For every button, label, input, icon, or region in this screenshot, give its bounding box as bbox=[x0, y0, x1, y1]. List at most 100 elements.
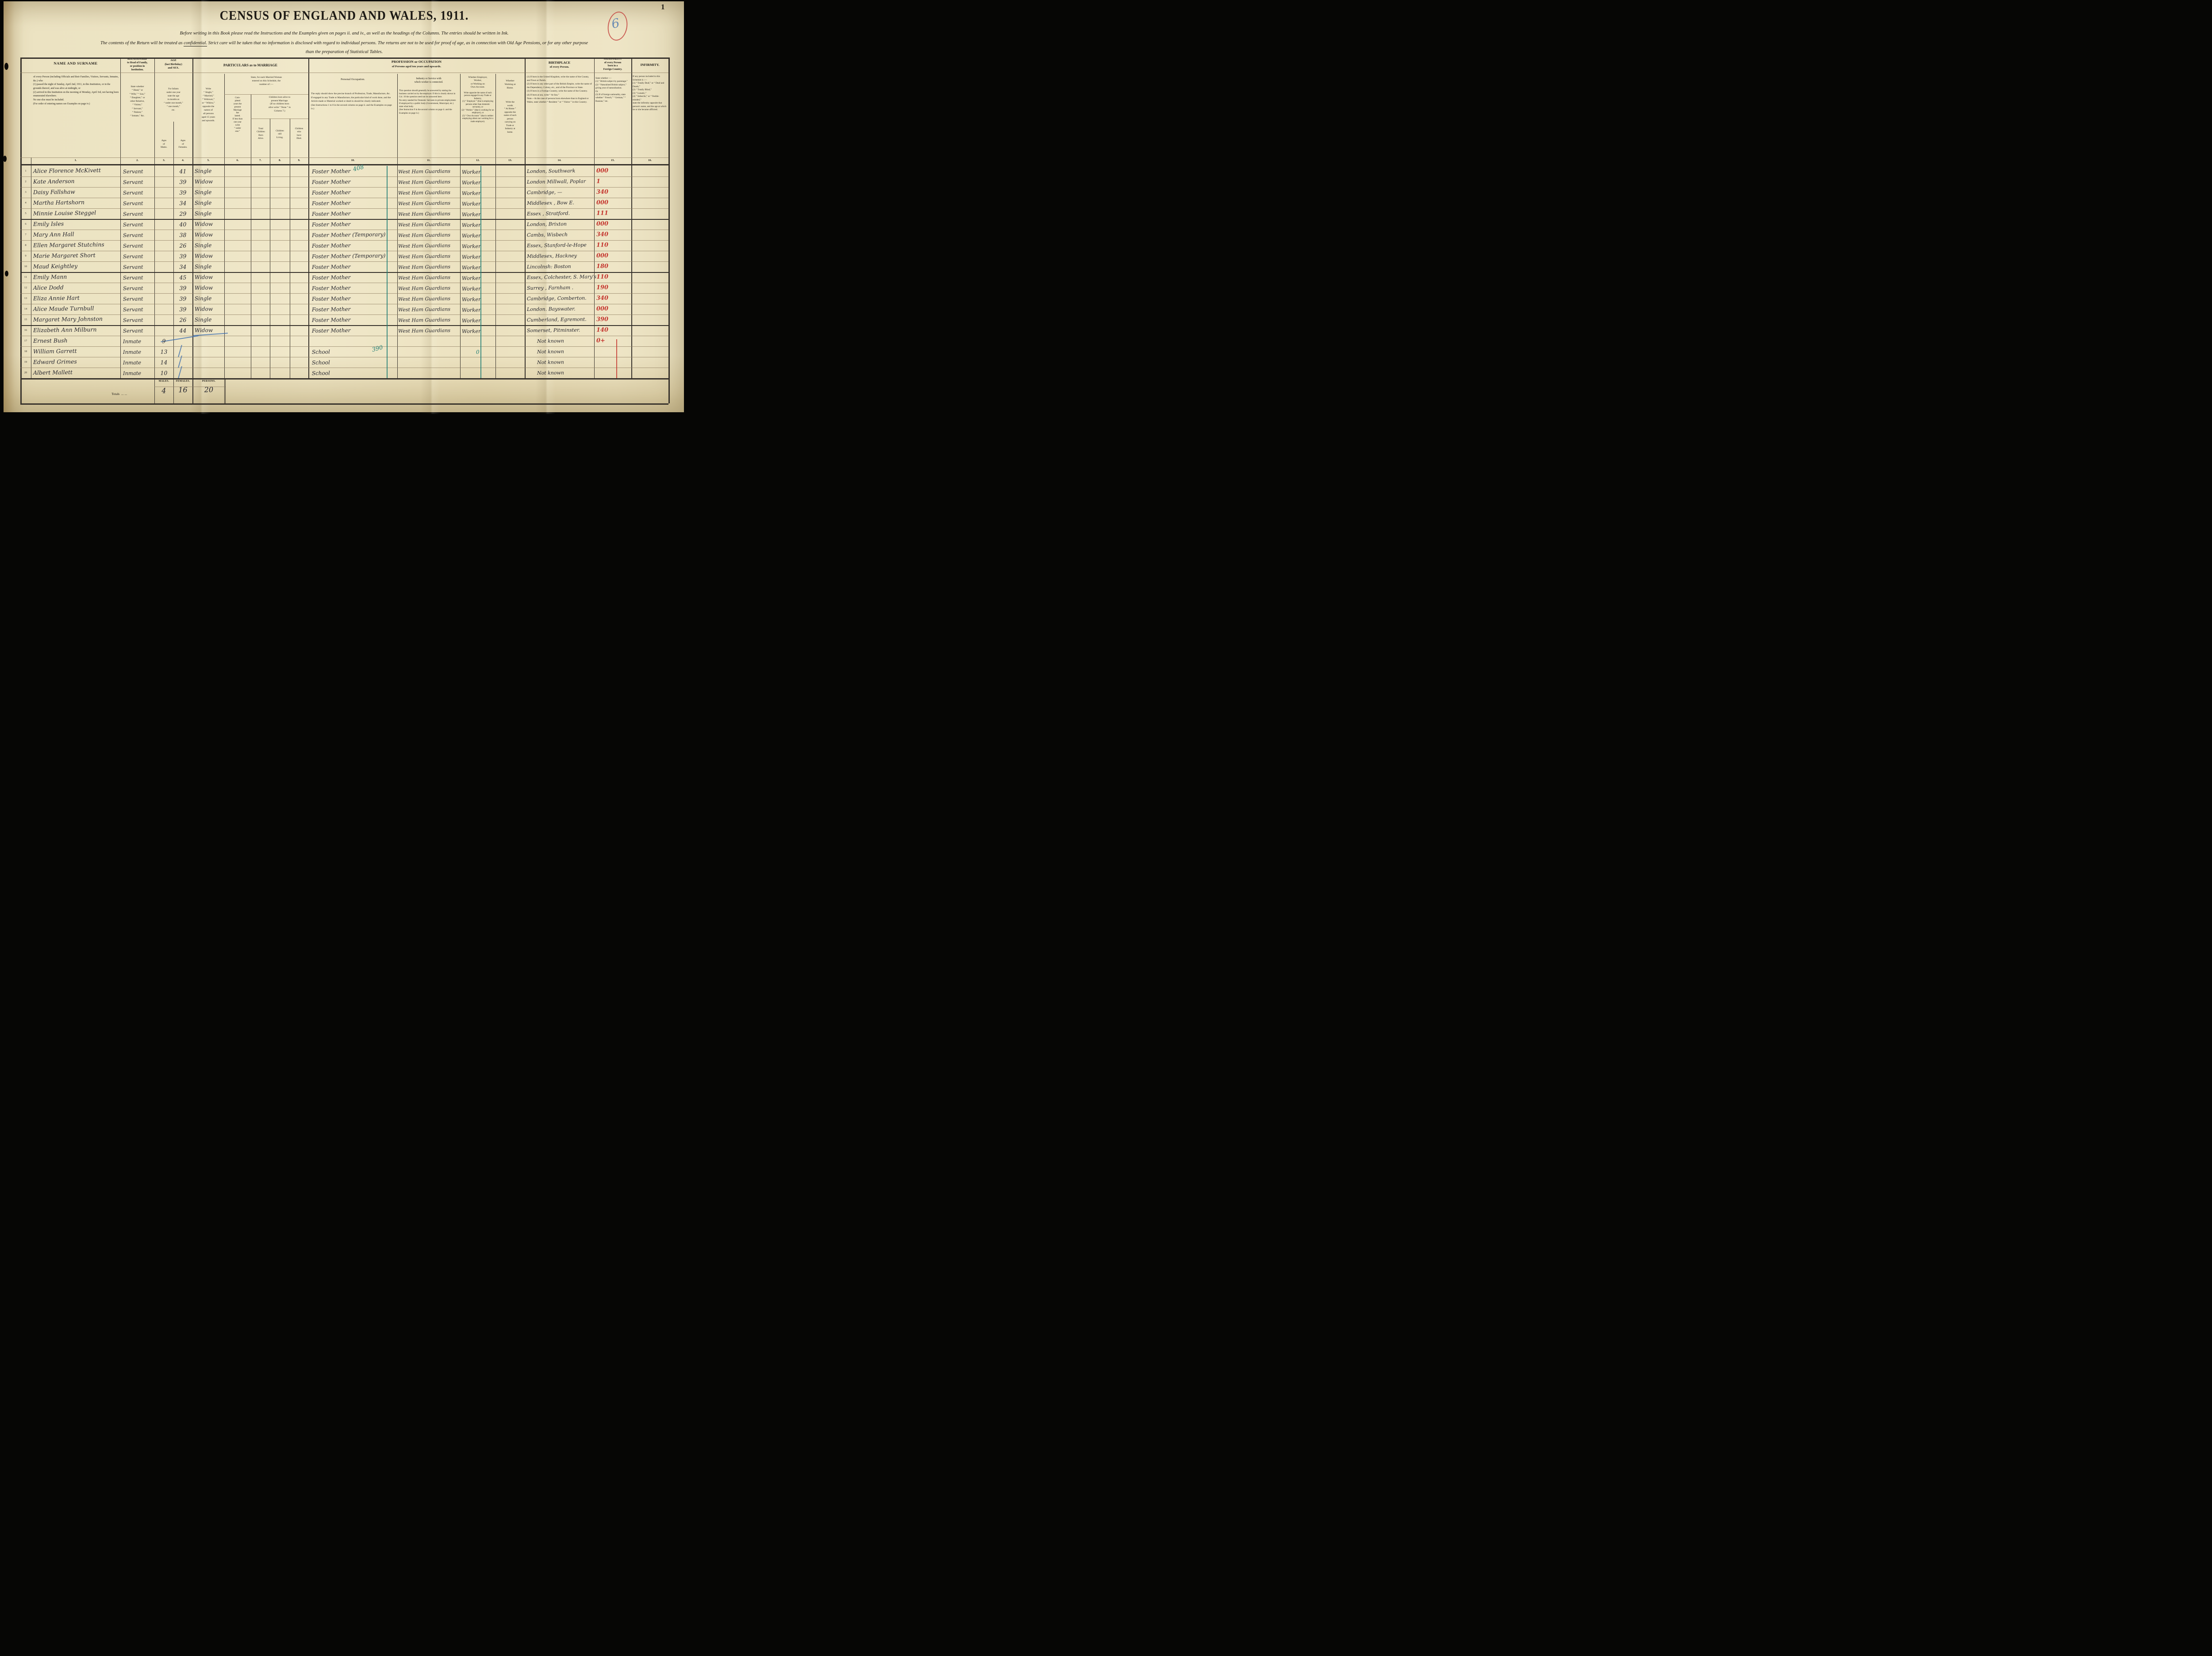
cell-birthplace: Not known bbox=[537, 349, 565, 355]
annotation-red-code: 0+ bbox=[596, 337, 605, 344]
cell-industry: West Ham Guardians bbox=[398, 253, 451, 260]
header-industry-title: Industry or Service with which worker is… bbox=[414, 77, 443, 84]
form-title: CENSUS OF ENGLAND AND WALES, 1911. bbox=[219, 8, 469, 23]
cell-birthplace: Cumberland, Egremont. bbox=[526, 316, 587, 323]
cell-occupation: School bbox=[311, 349, 330, 355]
cell-birthplace: Lincolnsh: Boston bbox=[526, 263, 571, 270]
cell-employment-status: Worker bbox=[461, 285, 481, 292]
cell-industry: West Ham Guardians bbox=[398, 295, 451, 302]
cell-industry: West Ham Guardians bbox=[398, 168, 451, 175]
row-number: 4 bbox=[25, 201, 27, 204]
cell-employment-status: Worker bbox=[461, 307, 481, 313]
header-children-born: Total Children Born Alive. bbox=[257, 127, 265, 140]
cell-occupation: Foster Mother bbox=[311, 274, 351, 281]
cell-occupation: Foster Mother bbox=[311, 168, 351, 175]
header-name-body: of every Person (including Officials and… bbox=[33, 76, 119, 105]
cell-employment-status: Worker bbox=[461, 200, 481, 207]
cell-marital-status: Widow bbox=[194, 274, 213, 280]
table-rule-horizontal bbox=[20, 208, 668, 209]
cell-occupation: School bbox=[311, 359, 330, 366]
cell-birthplace: Essex , Stratford. bbox=[526, 210, 570, 217]
cell-employment-status: Worker bbox=[461, 232, 481, 239]
cell-marital-status: Widow bbox=[194, 178, 213, 185]
annotation-green-line bbox=[480, 166, 481, 378]
cell-age-males: 9 bbox=[162, 337, 166, 345]
cell-relationship: Servant bbox=[123, 285, 143, 291]
cell-birthplace: Not known bbox=[537, 359, 565, 365]
cell-age-females: 34 bbox=[179, 199, 187, 207]
cell-birthplace: London. Bayswater. bbox=[526, 306, 576, 312]
cell-age-females: 26 bbox=[179, 242, 187, 249]
cell-employment-status: Worker bbox=[461, 296, 481, 303]
cell-age-females: 29 bbox=[179, 210, 187, 217]
cell-age-males: 14 bbox=[160, 359, 168, 366]
header-industry-body: This question should generally be answer… bbox=[399, 89, 457, 115]
header-personal-occupation-body: The reply should show the precise branch… bbox=[311, 92, 392, 111]
cell-employment-status: Worker bbox=[461, 275, 481, 281]
cell-name: Minnie Louise Steggel bbox=[33, 209, 96, 217]
cell-relationship: Servant bbox=[123, 168, 143, 175]
table-rule-vertical bbox=[173, 122, 174, 403]
header-profession-subtitle: of Persons aged ten years and upwards. bbox=[392, 65, 442, 68]
table-rule-horizontal bbox=[20, 378, 668, 380]
cell-industry: West Ham Guardians bbox=[398, 327, 451, 334]
cell-birthplace: Cambridge, — bbox=[526, 189, 562, 196]
column-number: 2. bbox=[136, 159, 138, 162]
cell-industry: West Ham Guardians bbox=[398, 211, 451, 217]
annotation-red-code: 000 bbox=[596, 167, 609, 174]
cell-birthplace: Middlesex, Hackney bbox=[526, 253, 577, 259]
row-number: 12 bbox=[24, 286, 27, 289]
annotation-red-code: 340 bbox=[596, 295, 609, 302]
table-rule-horizontal bbox=[20, 293, 668, 294]
header-nationality-body: State whether :— (1) “ British subject b… bbox=[595, 77, 628, 103]
table-rule-vertical bbox=[192, 58, 193, 403]
census-form-paper bbox=[4, 1, 684, 412]
annotation-red-code: 190 bbox=[596, 284, 609, 291]
header-children-note: Children born alive to present Marriage.… bbox=[269, 96, 291, 112]
column-number: 12. bbox=[476, 159, 480, 162]
cell-birthplace: Middlesex , Bow E. bbox=[526, 199, 574, 206]
column-number: 16. bbox=[648, 159, 652, 162]
cell-industry: West Ham Guardians bbox=[398, 189, 451, 196]
cell-occupation: Foster Mother bbox=[311, 178, 351, 185]
header-profession-title: PROFESSION or OCCUPATION bbox=[391, 60, 442, 64]
annotation-red-code: 110 bbox=[596, 242, 609, 249]
row-number: 2 bbox=[25, 180, 27, 183]
table-rule-vertical bbox=[120, 58, 121, 378]
cell-industry: West Ham Guardians bbox=[398, 179, 451, 185]
row-number: 8 bbox=[25, 244, 27, 247]
cell-industry: West Ham Guardians bbox=[398, 242, 451, 249]
cell-occupation: Foster Mother bbox=[311, 316, 351, 323]
row-number: 11 bbox=[24, 276, 27, 279]
table-rule-horizontal bbox=[20, 240, 668, 241]
row-number: 7 bbox=[25, 233, 27, 236]
annotation-red-code: 1 bbox=[596, 178, 601, 185]
cell-marital-status: Single bbox=[194, 316, 212, 323]
cell-birthplace: Not known bbox=[537, 338, 565, 344]
cell-relationship: Inmate bbox=[123, 359, 142, 366]
row-number: 15 bbox=[24, 318, 27, 321]
annotation-red-code: 340 bbox=[596, 231, 609, 238]
cell-marital-status: Widow bbox=[194, 231, 213, 238]
binder-mark bbox=[5, 271, 8, 276]
cell-employment-status: Worker bbox=[461, 179, 481, 186]
annotation-red-line bbox=[616, 339, 617, 378]
cell-age-females: 41 bbox=[179, 168, 187, 175]
cell-name: Daisy Fallshaw bbox=[33, 188, 75, 196]
cell-relationship: Servant bbox=[123, 317, 143, 323]
cell-marital-status: Single bbox=[194, 242, 212, 249]
cell-birthplace: Somerset, Pitminster. bbox=[526, 327, 580, 334]
totals-label: Totals ... ... bbox=[111, 392, 127, 396]
cell-name: Emily Mann bbox=[33, 273, 67, 280]
totals-females-label: Females. bbox=[176, 380, 190, 383]
row-number: 17 bbox=[24, 339, 27, 342]
cell-occupation: Foster Mother bbox=[311, 221, 351, 228]
cell-name: Margaret Mary Johnston bbox=[33, 315, 103, 323]
row-number: 1 bbox=[25, 169, 27, 172]
table-rule-horizontal bbox=[20, 58, 668, 59]
cell-relationship: Servant bbox=[123, 306, 143, 313]
header-age-title: AGE (last Birthday) and SEX. bbox=[165, 59, 182, 69]
instruction-line-2-post: Strict care will be taken that no inform… bbox=[207, 41, 588, 46]
annotation-red-code: 340 bbox=[596, 188, 609, 196]
cell-age-females: 34 bbox=[179, 263, 187, 270]
